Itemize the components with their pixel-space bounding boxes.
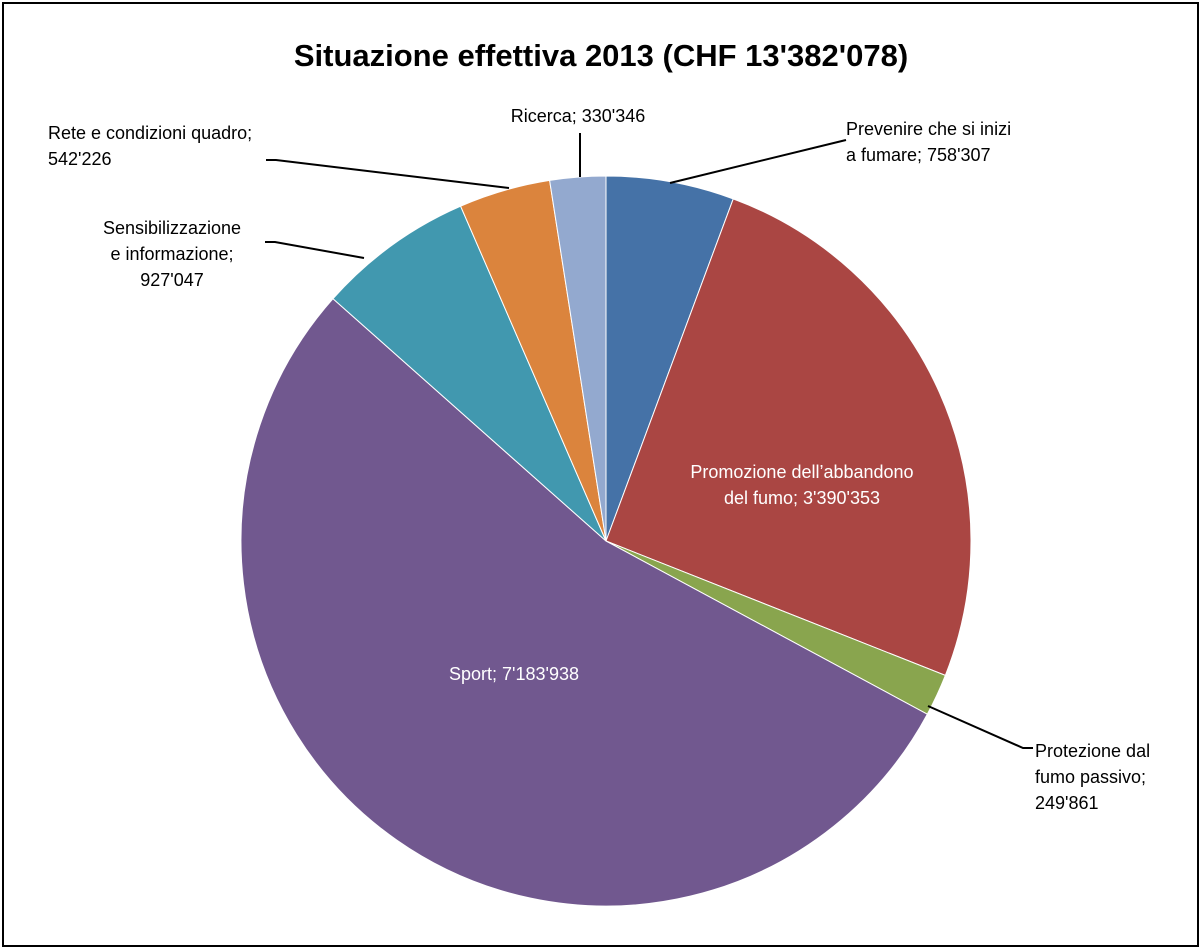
data-label-line: Sport; 7'183'938: [449, 664, 579, 684]
pie-slice-4: [240, 298, 928, 907]
chart-title: Situazione effettiva 2013 (CHF 13'382'07…: [294, 38, 908, 73]
data-label-1: Prevenire che si inizi a fumare; 758'307: [846, 119, 1011, 165]
data-label-2: Promozione dell’abbandono del fumo; 3'390…: [690, 462, 913, 508]
pie-slice-5: [332, 205, 607, 542]
data-label-line: fumo passivo;: [1035, 767, 1146, 787]
data-label-5: Sensibilizzazione e informazione; 927'047: [103, 218, 241, 290]
data-label-line: Rete e condizioni quadro;: [48, 123, 252, 143]
data-label-4: Sport; 7'183'938: [449, 664, 579, 684]
data-label-3: Protezione dal fumo passivo; 249'861: [1035, 741, 1150, 813]
leader-line-6: [266, 159, 510, 189]
data-label-line: 542'226: [48, 149, 112, 169]
leader-line-3: [927, 705, 1033, 749]
leader-lines: [265, 133, 1033, 749]
data-label-line: Sensibilizzazione: [103, 218, 241, 238]
data-label-line: 249'861: [1035, 793, 1099, 813]
data-label-6: Rete e condizioni quadro; 542'226: [48, 123, 252, 169]
data-labels: Prevenire che si inizi a fumare; 758'307P…: [48, 106, 1150, 813]
data-label-line: Prevenire che si inizi: [846, 119, 1011, 139]
leader-line-1: [669, 139, 847, 184]
data-label-line: e informazione;: [110, 244, 233, 264]
data-label-line: 927'047: [140, 270, 204, 290]
pie-slices: [240, 175, 972, 907]
data-label-line: del fumo; 3'390'353: [724, 488, 880, 508]
data-label-line: Ricerca; 330'346: [511, 106, 646, 126]
pie-slice-2: [605, 198, 972, 677]
data-label-line: a fumare; 758'307: [846, 145, 991, 165]
leader-line-5: [265, 241, 365, 259]
data-label-7: Ricerca; 330'346: [511, 106, 646, 126]
pie-slice-7: [549, 175, 607, 542]
data-label-line: Promozione dell’abbandono: [690, 462, 913, 482]
data-label-line: Protezione dal: [1035, 741, 1150, 761]
